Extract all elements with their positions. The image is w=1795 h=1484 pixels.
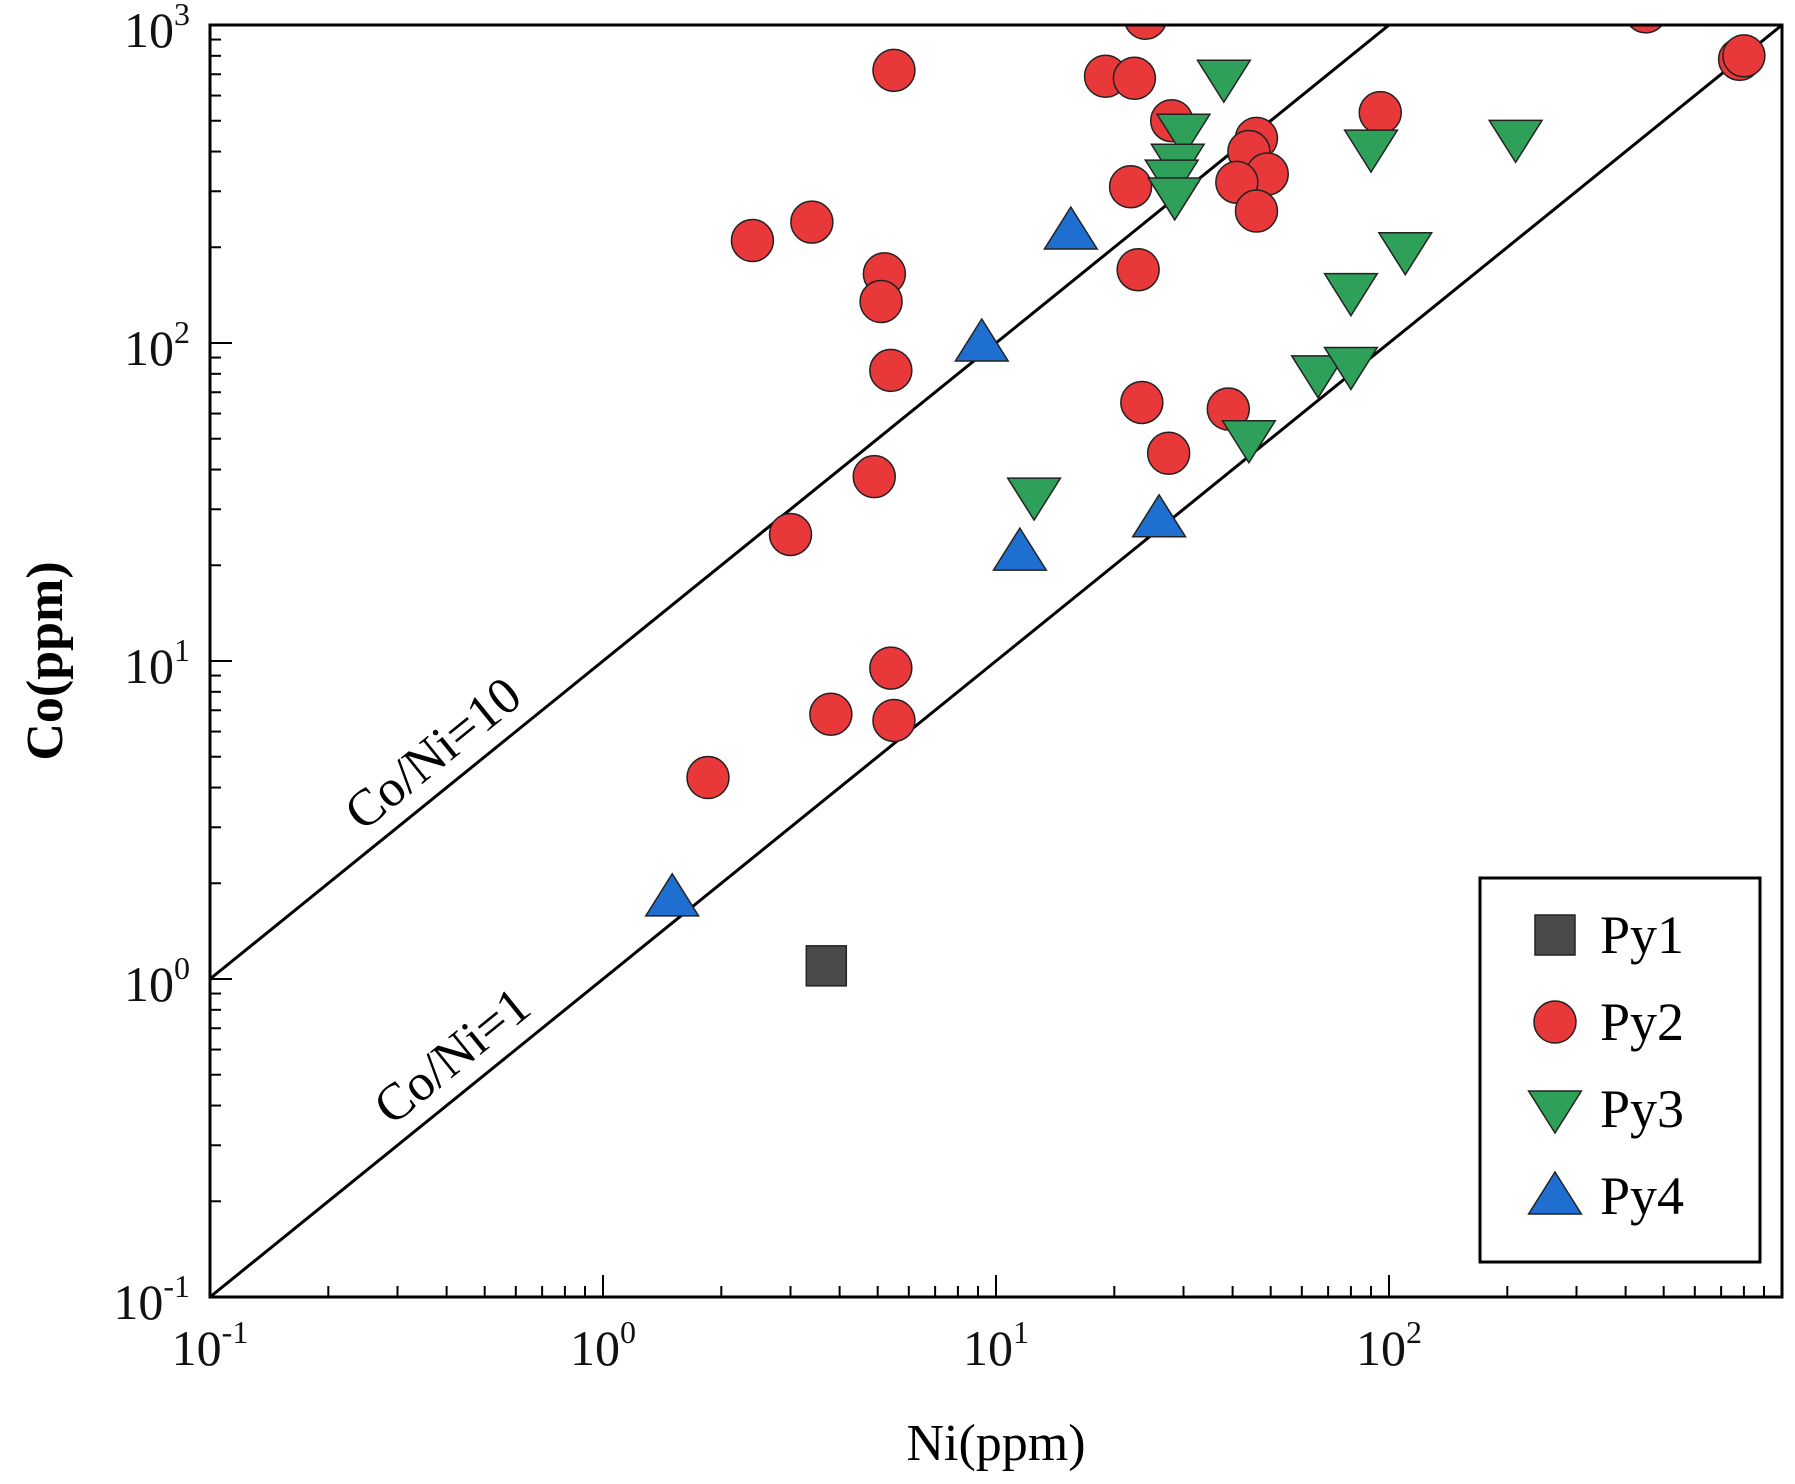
- tick-base: 10: [124, 2, 174, 58]
- py4-point: [992, 526, 1048, 571]
- y-tick-label: 103: [124, 0, 190, 58]
- py2-point: [869, 646, 913, 690]
- x-tick-label: 101: [963, 1314, 1029, 1376]
- legend-label-py4: Py4: [1600, 1166, 1684, 1226]
- py2-point: [1116, 247, 1160, 292]
- tick-base: 10: [963, 1320, 1013, 1376]
- py2-point: [852, 454, 896, 499]
- py3-point: [1196, 59, 1252, 104]
- tick-base: 10: [113, 1274, 163, 1330]
- tick-exponent: 0: [620, 1314, 636, 1350]
- py3-point: [1155, 113, 1212, 158]
- tick-exponent: -1: [163, 1268, 190, 1304]
- py2-point: [1146, 431, 1191, 476]
- py2-point: [869, 348, 913, 393]
- py2-point: [730, 218, 775, 263]
- py2-point: [1124, 25, 1167, 41]
- y-axis-title: Co(ppm): [17, 561, 74, 760]
- legend-marker-py2: [1533, 1000, 1577, 1044]
- y-tick-label: 101: [124, 632, 190, 694]
- plot-frame: [208, 23, 1784, 1299]
- tick-exponent: 1: [1013, 1314, 1029, 1350]
- tick-exponent: -1: [222, 1314, 249, 1350]
- tick-exponent: 1: [174, 632, 190, 668]
- py3-point: [1343, 129, 1399, 174]
- x-tick-label: 100: [570, 1314, 636, 1376]
- legend-label-py1: Py1: [1600, 905, 1684, 965]
- tick-base: 10: [570, 1320, 620, 1376]
- tick-base: 10: [124, 638, 174, 694]
- py2-point: [872, 698, 916, 743]
- legend: Py1 Py2 Py3 Py4: [1478, 876, 1762, 1264]
- tick-base: 10: [1356, 1320, 1406, 1376]
- py3-point: [1006, 477, 1062, 522]
- legend-box: [1478, 876, 1762, 1264]
- py3-point: [1487, 119, 1544, 164]
- py2-point: [686, 755, 730, 800]
- py3-point: [1377, 232, 1434, 277]
- py3-point: [1290, 355, 1346, 400]
- tick-exponent: 0: [174, 950, 190, 986]
- py3-point: [1146, 177, 1203, 222]
- py2-point: [859, 279, 903, 324]
- y-tick-label: 10-1: [113, 1268, 190, 1330]
- tick-base: 10: [124, 320, 174, 376]
- py2-point: [1108, 164, 1153, 209]
- py2-point: [768, 512, 813, 557]
- legend-marker-py1: [1534, 914, 1576, 956]
- y-tick-label: 102: [124, 314, 190, 376]
- py4-point: [954, 317, 1010, 362]
- py2-point: [1234, 189, 1279, 233]
- tick-exponent: 2: [1406, 1314, 1422, 1350]
- tick-base: 10: [124, 956, 174, 1012]
- x-axis-title: Ni(ppm): [906, 1415, 1085, 1472]
- py2-point: [1112, 56, 1157, 101]
- legend-marker-py4: [1527, 1170, 1583, 1215]
- tick-exponent: 2: [174, 314, 190, 350]
- py3-point: [1323, 272, 1379, 318]
- tick-base: 10: [172, 1320, 222, 1376]
- py2-point: [809, 692, 853, 737]
- py4-point: [1131, 493, 1187, 538]
- legend-marker-py3: [1527, 1090, 1583, 1135]
- x-tick-label: 102: [1356, 1314, 1422, 1376]
- py2-point: [790, 200, 834, 244]
- x-tick-label: 10-1: [172, 1314, 249, 1376]
- tick-exponent: 3: [174, 0, 190, 32]
- py3-point: [1323, 346, 1379, 391]
- reference-line: [210, 25, 1782, 1297]
- py2-point: [1628, 25, 1664, 34]
- py2-point: [1358, 90, 1402, 135]
- legend-label-py3: Py3: [1600, 1079, 1684, 1139]
- py2-point: [1722, 34, 1766, 78]
- py3-point: [1221, 419, 1277, 465]
- py1-point: [805, 945, 848, 987]
- py4-point: [1043, 205, 1099, 250]
- legend-label-py2: Py2: [1600, 992, 1684, 1052]
- py4-point: [644, 872, 700, 917]
- py2-point: [1120, 380, 1164, 425]
- py2-point: [872, 48, 916, 93]
- y-tick-label: 100: [124, 950, 190, 1012]
